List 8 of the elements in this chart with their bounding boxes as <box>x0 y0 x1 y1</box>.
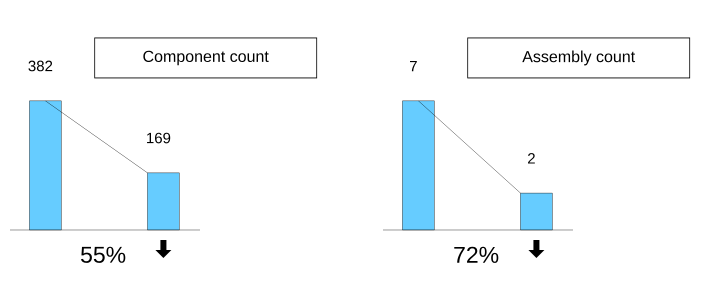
data-label: 382 <box>28 60 52 72</box>
data-label: 2 <box>528 153 535 164</box>
text: 55% <box>81 246 126 263</box>
chart-title: Component count <box>143 50 269 66</box>
chart-title: Assembly count <box>522 50 636 66</box>
text: 72% <box>454 246 498 263</box>
data-label: 7 <box>410 60 417 72</box>
data-label: 169 <box>147 132 170 144</box>
